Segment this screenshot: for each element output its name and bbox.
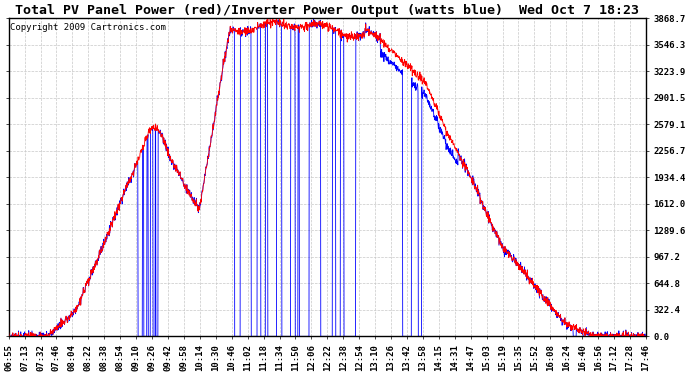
Text: Copyright 2009 Cartronics.com: Copyright 2009 Cartronics.com (10, 23, 166, 32)
Title: Total PV Panel Power (red)/Inverter Power Output (watts blue)  Wed Oct 7 18:23: Total PV Panel Power (red)/Inverter Powe… (15, 4, 640, 17)
